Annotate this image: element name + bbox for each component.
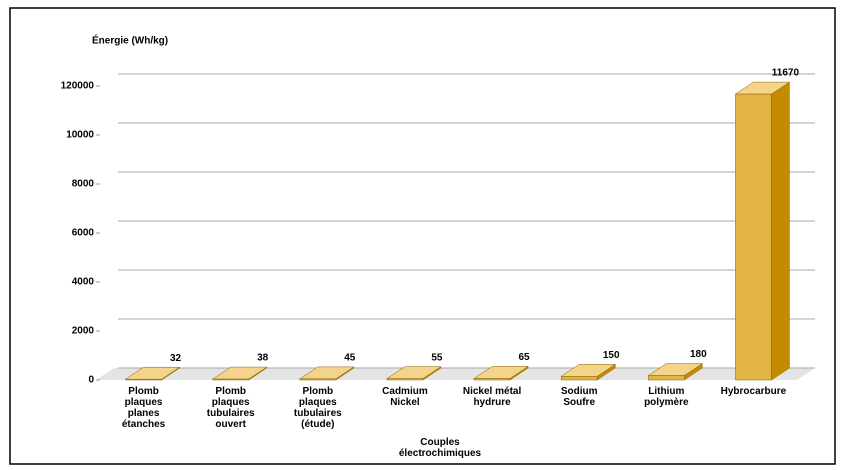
- value-label: 38: [257, 353, 269, 364]
- y-tick-label: 6000: [72, 228, 95, 239]
- bar: [473, 378, 511, 381]
- bar-side: [771, 81, 790, 381]
- y-tick-label: 120000: [61, 81, 95, 92]
- x-tick-label: Nickel métal hydrure: [462, 386, 522, 408]
- x-tick-label: Plomb plaques tubulaires ouvert: [206, 386, 255, 430]
- value-label: 180: [690, 349, 707, 360]
- value-label: 55: [431, 352, 443, 363]
- value-label: 150: [603, 350, 620, 361]
- value-label: 32: [170, 353, 182, 364]
- value-label: 45: [344, 353, 356, 364]
- x-axis-title: Couples électrochimiques: [398, 437, 482, 459]
- y-tick-label: 8000: [72, 179, 95, 190]
- bar: [648, 375, 685, 381]
- y-axis-title: Énergie (Wh/kg): [92, 34, 168, 47]
- y-tick-label: 0: [88, 375, 94, 386]
- y-tick-label: 4000: [72, 277, 95, 288]
- bar: [125, 378, 162, 381]
- bar: [299, 378, 337, 381]
- bar: [386, 378, 424, 381]
- y-tick-label: 2000: [72, 326, 95, 337]
- value-label: 65: [519, 352, 531, 363]
- x-tick-label: Plomb plaques planes étanches: [121, 386, 166, 430]
- x-tick-label: Sodium Soufre: [560, 386, 598, 408]
- value-label: 11670: [772, 68, 800, 79]
- bar: [560, 376, 598, 381]
- frame: [9, 7, 836, 465]
- bar: [735, 93, 772, 381]
- x-tick-label: Plomb plaques tubulaires (étude): [293, 386, 342, 430]
- x-tick-label: Lithium polymère: [644, 386, 689, 408]
- bar: [212, 378, 249, 381]
- y-tick-label: 10000: [66, 130, 94, 141]
- floor: [96, 368, 815, 380]
- x-tick-label: Cadmium Nickel: [382, 386, 428, 408]
- x-tick-label: Hybrocarbure: [720, 386, 787, 397]
